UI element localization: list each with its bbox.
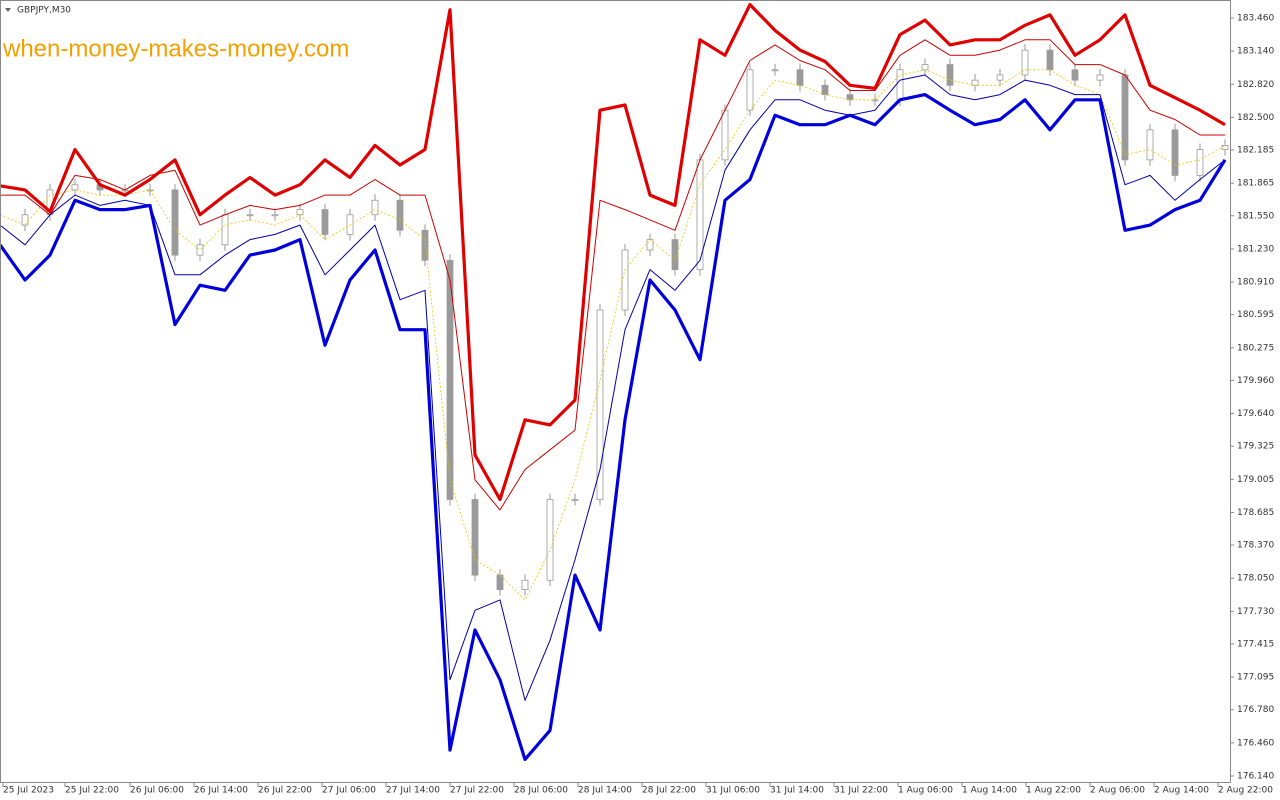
y-tick-label: 179.325 — [1237, 442, 1274, 452]
x-tick-label: 2 Aug 14:00 — [1154, 786, 1209, 796]
y-tick-label: 176.460 — [1237, 738, 1274, 748]
y-tick-label: 180.595 — [1237, 310, 1274, 320]
candle-body — [421, 229, 429, 261]
candle-body — [271, 214, 279, 217]
x-tick-label: 31 Jul 14:00 — [770, 786, 824, 796]
candle-body — [671, 239, 679, 271]
plot-frame — [0, 0, 1231, 783]
x-tick-label: 25 Jul 22:00 — [65, 786, 119, 796]
y-tick-label: 178.370 — [1237, 541, 1274, 551]
x-tick-label: 2 Aug 06:00 — [1090, 786, 1145, 796]
candle-body — [946, 64, 954, 86]
x-tick-label: 27 Jul 06:00 — [322, 786, 376, 796]
y-tick-label: 177.415 — [1237, 639, 1274, 649]
candle-body — [1221, 144, 1229, 150]
candle-body — [571, 499, 579, 501]
candle-body — [646, 239, 654, 251]
y-tick-label: 177.730 — [1237, 607, 1274, 617]
y-tick-label: 181.230 — [1237, 244, 1274, 254]
candle-body — [996, 74, 1004, 81]
candle-body — [921, 64, 929, 71]
candle-body — [796, 69, 804, 86]
x-tick-label: 1 Aug 06:00 — [898, 786, 953, 796]
band-line — [1, 2, 1226, 502]
x-tick-label: 28 Jul 14:00 — [578, 786, 632, 796]
candle-body — [871, 99, 879, 102]
y-tick-label: 183.140 — [1237, 47, 1274, 57]
candle-body — [221, 214, 229, 246]
x-tick-label: 1 Aug 14:00 — [962, 786, 1017, 796]
y-tick-label: 178.685 — [1237, 508, 1274, 518]
candle-body — [246, 214, 254, 217]
y-tick-label: 180.275 — [1237, 343, 1274, 353]
candle-body — [596, 309, 604, 500]
y-tick-label: 178.050 — [1237, 574, 1274, 584]
y-tick-label: 182.500 — [1237, 113, 1274, 123]
y-tick-label: 183.460 — [1237, 14, 1274, 24]
band-line — [1, 69, 1226, 601]
candle-body — [371, 199, 379, 216]
y-tick-label: 177.095 — [1237, 673, 1274, 683]
y-tick-label: 179.005 — [1237, 475, 1274, 485]
candle-body — [721, 109, 729, 161]
y-tick-label: 176.140 — [1237, 771, 1274, 781]
candle-body — [846, 94, 854, 101]
band-line — [1, 93, 1227, 761]
x-tick-label: 28 Jul 22:00 — [642, 786, 696, 796]
x-tick-label: 28 Jul 06:00 — [514, 786, 568, 796]
candle-body — [1071, 69, 1079, 81]
candle-body — [1096, 74, 1104, 81]
candle-body — [771, 69, 779, 72]
candle-body — [1046, 49, 1054, 71]
candle-body — [1146, 129, 1154, 161]
candle-body — [171, 189, 179, 256]
x-tick-label: 1 Aug 22:00 — [1026, 786, 1081, 796]
x-tick-label: 2 Aug 22:00 — [1218, 786, 1273, 796]
y-tick-label: 180.910 — [1237, 278, 1274, 288]
y-tick-label: 181.865 — [1237, 179, 1274, 189]
candle-body — [1121, 74, 1129, 161]
x-tick-label: 26 Jul 22:00 — [258, 786, 312, 796]
candle-body — [296, 209, 304, 216]
symbol-label: GBPJPY,M30 — [17, 6, 71, 16]
candle-body — [1021, 49, 1029, 76]
y-tick-label: 181.550 — [1237, 211, 1274, 221]
candle-body — [546, 499, 554, 581]
candle-body — [196, 244, 204, 256]
x-tick-label: 31 Jul 06:00 — [706, 786, 760, 796]
y-tick-label: 182.820 — [1237, 80, 1274, 90]
candle-body — [1171, 129, 1179, 176]
x-tick-label: 31 Jul 22:00 — [834, 786, 888, 796]
x-tick-label: 26 Jul 14:00 — [194, 786, 248, 796]
candle-body — [496, 574, 504, 590]
candle-body — [521, 579, 529, 590]
candle-body — [746, 69, 754, 111]
watermark: when-money-makes-money.com — [2, 35, 349, 62]
menu-arrow — [5, 8, 11, 12]
candle-body — [71, 184, 79, 191]
candle-body — [621, 249, 629, 311]
candle-body — [346, 214, 354, 235]
candle-body — [321, 209, 329, 235]
x-tick-label: 27 Jul 22:00 — [450, 786, 504, 796]
plot-area — [1, 2, 1229, 761]
candle-body — [821, 84, 829, 96]
x-tick-label: 26 Jul 06:00 — [130, 786, 184, 796]
candle-body — [471, 499, 479, 576]
candle-body — [971, 79, 979, 86]
candle-body — [396, 199, 404, 231]
y-tick-label: 182.185 — [1237, 146, 1274, 156]
x-tick-label: 25 Jul 2023 — [3, 786, 54, 796]
y-tick-label: 176.780 — [1237, 705, 1274, 715]
y-tick-label: 179.960 — [1237, 376, 1274, 386]
x-tick-label: 27 Jul 14:00 — [386, 786, 440, 796]
candle-body — [21, 214, 29, 226]
y-tick-label: 179.640 — [1237, 409, 1274, 419]
candle-body — [1196, 149, 1204, 176]
band-line — [1, 39, 1225, 511]
candle-body — [446, 259, 454, 500]
band-line — [1, 74, 1226, 701]
